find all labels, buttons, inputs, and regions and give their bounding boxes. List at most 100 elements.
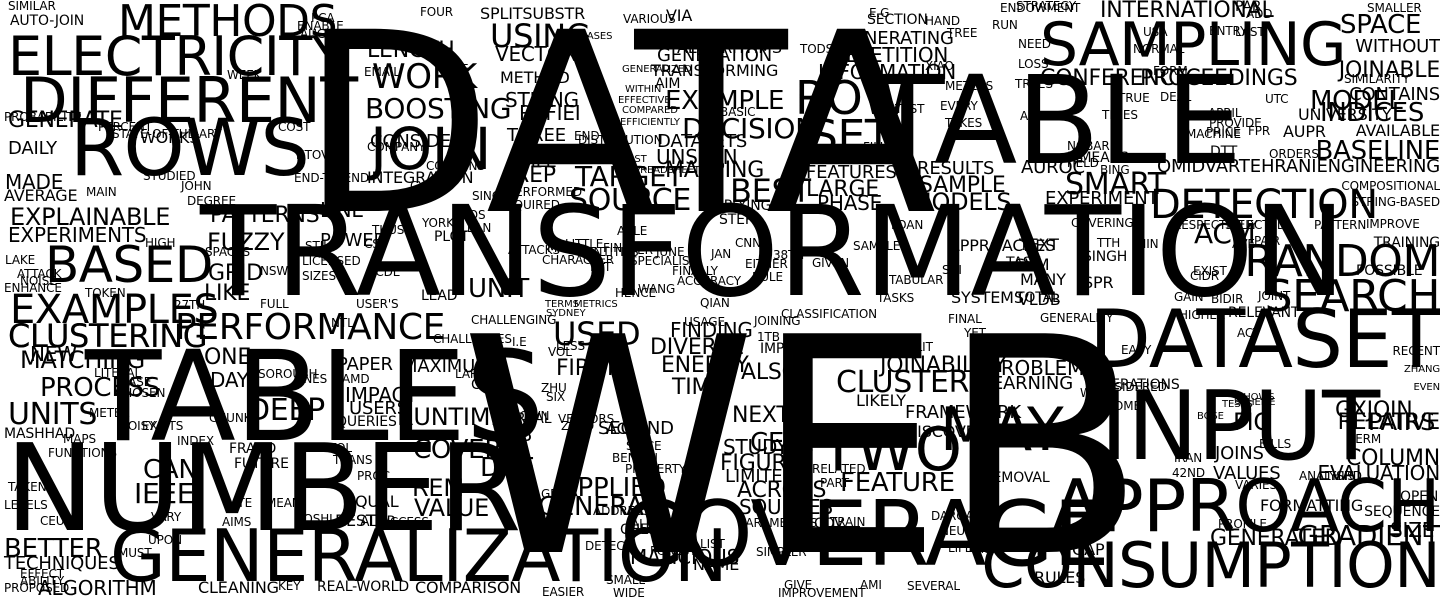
word-finally: FINALLY — [672, 264, 718, 278]
word-provide: PROVIDE — [1209, 116, 1262, 130]
word-tables: TABLES — [85, 325, 545, 470]
word-times: TIMES — [1102, 108, 1138, 122]
word-term: TERM — [1348, 432, 1382, 446]
word-clustering: CLUSTERING — [8, 317, 208, 355]
word-omidvartehraniengineering: OMIDVARTEHRANIENGINEERING — [1156, 156, 1440, 177]
word-university: UNIVERSITY — [1298, 105, 1392, 124]
word-applied: APPLIED — [560, 473, 666, 503]
word-length: LENGTH — [367, 38, 455, 63]
word-generating: GENERATING — [839, 28, 954, 49]
word-effect: EFFECT — [20, 567, 64, 581]
word-samples: SAMPLES — [853, 239, 908, 253]
word-ntl: NTL — [331, 316, 354, 330]
word-name: NAME — [693, 555, 740, 574]
word-set: SET — [810, 111, 892, 162]
word-deep: DEEP — [247, 393, 325, 428]
word-work: WORK — [372, 57, 477, 97]
word-table: TABLE — [870, 50, 1242, 192]
word-k-means: K-MEANS — [1067, 150, 1129, 166]
word-varies: VARIES — [1235, 478, 1278, 492]
word-future: FUTURE — [234, 456, 289, 472]
word-operations: OPERATIONS — [1092, 377, 1180, 393]
word-trees: TREES — [1015, 77, 1053, 91]
word-end-to-end: END-TO-END — [294, 171, 370, 185]
word-hence: HENCE — [615, 286, 656, 300]
word-better: BETTER — [4, 534, 103, 564]
word-mapping: MAPPING — [665, 158, 765, 183]
word-aupr: AUPR — [1283, 122, 1326, 141]
word-two: TWO — [820, 415, 962, 485]
word-upon: UPON — [148, 533, 182, 547]
word-values: VALUES — [1213, 463, 1281, 484]
word-ave: AVE — [1232, 237, 1255, 251]
word-relative: RELATIVE — [1337, 410, 1440, 435]
word-april: APRIL — [1208, 106, 1242, 120]
word-life: LIFE — [948, 541, 973, 555]
word-base: BASE — [120, 375, 152, 389]
word-problem: PROBLEM — [989, 356, 1085, 380]
word-input: INPUT — [1100, 372, 1380, 482]
word-compositional: COMPOSITIONAL — [1341, 179, 1440, 193]
word-recent: RECENT — [1392, 344, 1440, 358]
word-rows: ROWS — [70, 104, 310, 194]
word-cst: CST — [364, 237, 387, 251]
word-power: POWER — [320, 230, 386, 251]
word-least: LEAST — [616, 154, 647, 165]
word-enhance: ENHANCE — [4, 281, 62, 295]
word-probability: PROBABILITY — [4, 110, 81, 124]
word-cyber: CYBER — [410, 179, 450, 193]
word-sampling: SAMPLING — [1040, 10, 1347, 80]
word-27th: 27TH — [174, 298, 206, 312]
word-test: TEST — [895, 102, 925, 116]
word-aim: AIM — [655, 76, 681, 92]
word-several: SEVERAL — [907, 579, 960, 593]
word-will: WILL — [513, 151, 556, 172]
word-deal: DEAL — [1160, 90, 1192, 104]
word-clustering-2: CLUSTERING — [8, 317, 208, 355]
word-cluster: CLUSTER — [836, 365, 970, 400]
word-benign: BENIGN — [612, 451, 658, 465]
word-finding: FINDING — [670, 318, 753, 342]
word-electricity: ELECTRICITY — [8, 25, 345, 88]
word-tabular: TABULAR — [889, 273, 944, 287]
word-terms: TERMS — [545, 299, 579, 310]
word-made: MADE — [5, 170, 64, 194]
word-information: INFORMATION — [818, 60, 957, 84]
word-stock: STOCK — [813, 340, 854, 354]
word-chen: CHEN — [620, 522, 660, 538]
word-fig: FIG — [1233, 408, 1272, 436]
word-forest: FOREST — [650, 544, 697, 558]
word-rmse: RMSE — [435, 62, 469, 76]
word-systems: SYSTEMS — [951, 288, 1024, 307]
word-zero: ZERO — [561, 419, 595, 433]
word-tree: TREE — [947, 26, 978, 40]
word-e-g: E.G — [869, 6, 890, 20]
word-generation: GENERATION — [657, 45, 772, 66]
word-pattern: PATTERN — [1314, 218, 1367, 232]
word-required: REQUIRED — [498, 198, 560, 212]
word-generalization: GENERALIZATION — [110, 514, 728, 598]
word-tasks: TASKS — [877, 291, 915, 305]
word-let: LET — [590, 260, 612, 274]
word-international: INTERNATIONAL — [1100, 0, 1274, 23]
word-sydney: SYDNEY — [546, 308, 586, 319]
word-respectively: RESPECTIVELY — [1173, 218, 1258, 232]
word-grid: GRID — [208, 261, 263, 286]
word-aug: AUG — [300, 27, 326, 41]
word-acm: ACM — [1194, 217, 1256, 250]
word-step: STEP — [719, 212, 754, 228]
word-six: SIX — [546, 390, 566, 404]
word-phase: PHASE — [817, 191, 883, 215]
word-joinable: JOINABLE — [1338, 58, 1440, 83]
word-pca: PCA — [311, 11, 335, 25]
word-integration: INTEGRATION — [367, 168, 474, 187]
word-transforming: TRANSFORMING — [651, 61, 779, 80]
word-orders: ORDERS — [1269, 147, 1319, 161]
word-one: ONE — [204, 345, 252, 370]
word-available: AVAILABLE — [1355, 121, 1440, 140]
word-process: PROCESS — [40, 373, 160, 403]
word-i-e: I.E — [512, 335, 527, 349]
word-joining: JOINING — [754, 314, 801, 328]
word-main: MAIN — [86, 185, 117, 199]
word-efficiently: EFFICIENTLY — [620, 117, 680, 128]
